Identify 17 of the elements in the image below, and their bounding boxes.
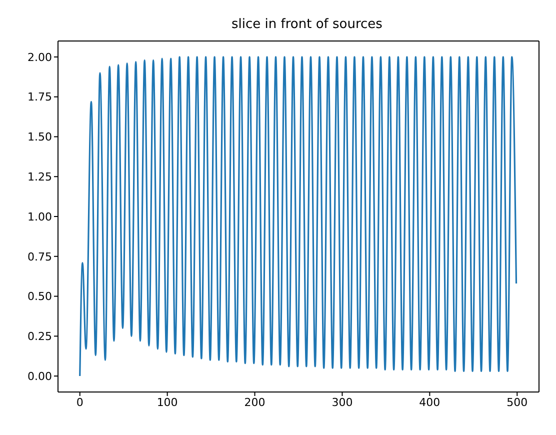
y-tick-label: 1.50: [28, 130, 52, 144]
y-tick-label: 1.25: [28, 170, 52, 184]
y-tick-label: 1.75: [28, 90, 52, 104]
x-tick-label: 100: [156, 396, 178, 409]
chart-title: slice in front of sources: [232, 17, 383, 32]
x-tick-label: 300: [332, 396, 353, 409]
x-tick-label: 0: [76, 396, 84, 409]
y-tick-label: 0.00: [28, 370, 52, 383]
line-series: [79, 56, 518, 377]
y-tick-label: 1.00: [28, 210, 52, 224]
y-tick-label: 0.25: [28, 330, 52, 344]
x-tick-label: 200: [244, 396, 266, 409]
x-tick-label: 500: [506, 396, 528, 409]
y-tick-label: 0.75: [28, 250, 52, 264]
y-tick-label: 2.00: [28, 50, 52, 64]
x-tick-label: 400: [419, 396, 440, 409]
y-tick-label: 0.50: [28, 290, 52, 304]
